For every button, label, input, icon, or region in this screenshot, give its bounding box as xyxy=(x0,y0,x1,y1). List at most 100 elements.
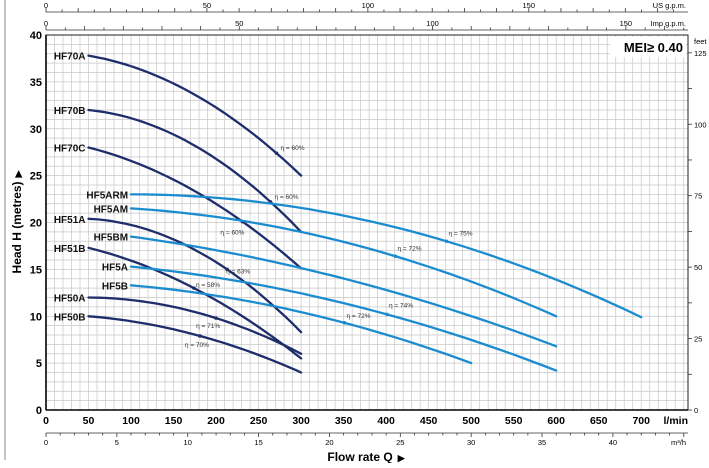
y-tick-label: 5 xyxy=(36,358,42,370)
y-tick-label: 30 xyxy=(30,124,42,136)
feet-tick-label: 25 xyxy=(694,335,702,344)
curve-hf70c xyxy=(87,146,303,270)
x-tick-label: 550 xyxy=(505,415,523,427)
efficiency-marker xyxy=(342,321,347,325)
curves xyxy=(87,54,643,374)
m3h-tick-label: 15 xyxy=(254,438,262,447)
x-tick-label: 300 xyxy=(292,415,310,427)
curve-hf5am xyxy=(129,207,558,318)
curve-label-hf5bm: HF5BM xyxy=(94,233,128,244)
top-axis-tick-label: 100 xyxy=(426,19,439,28)
curve-hf50b xyxy=(87,315,303,374)
efficiency-label: η = 58% xyxy=(196,282,220,289)
x-tick-label: 400 xyxy=(377,415,395,427)
top-axis-tick-label: 100 xyxy=(362,1,375,10)
x-axis-title-text: Flow rate Q xyxy=(327,450,392,463)
m3h-unit: m³/h xyxy=(671,438,686,447)
mei-badge-text: MEI≥ 0.40 xyxy=(624,40,683,55)
top-axis-unit: Imp g.p.m. xyxy=(651,19,686,28)
x-tick-label: 450 xyxy=(420,415,438,427)
curve-label-hf5am: HF5AM xyxy=(94,204,128,215)
efficiency-label: η = 71% xyxy=(196,323,220,330)
y-tick-label: 15 xyxy=(30,264,42,276)
x-tick-label: 200 xyxy=(207,415,225,427)
m3h-tick-label: 20 xyxy=(325,438,333,447)
x-tick-label: 500 xyxy=(462,415,480,427)
efficiency-label: η = 63% xyxy=(226,268,250,275)
y-axis-title: Head H (metres)▶ xyxy=(10,169,24,273)
curve-hf51a xyxy=(87,217,303,334)
feet-tick-label: 100 xyxy=(694,120,707,129)
y-tick-label: 20 xyxy=(30,218,42,230)
top-axis-tick-label: 50 xyxy=(203,1,211,10)
curve-hf50a xyxy=(87,296,303,355)
curve-label-hf51a: HF51A xyxy=(54,215,86,226)
efficiency-label: η = 74% xyxy=(389,302,413,309)
efficiency-marker xyxy=(274,151,279,155)
curve-label-hf70b: HF70B xyxy=(54,106,86,117)
y-axis-title-text: Head H (metres) xyxy=(10,181,24,273)
x-unit-label: l/min xyxy=(663,415,688,427)
m3h-tick-label: 10 xyxy=(184,438,192,447)
top-axis-tick-label: 150 xyxy=(620,19,633,28)
y-tick-label: 25 xyxy=(30,171,42,183)
efficiency-label: η = 72% xyxy=(397,245,421,252)
x-tick-label: 0 xyxy=(43,415,49,427)
y-tick-label: 10 xyxy=(30,311,42,323)
feet-tick-label: 0 xyxy=(694,406,698,415)
efficiency-marker xyxy=(214,316,218,320)
feet-tick-label: 50 xyxy=(694,263,702,272)
curve-hf5arm xyxy=(129,193,643,319)
m3h-tick-label: 35 xyxy=(538,438,546,447)
feet-tick-label: 75 xyxy=(694,192,702,201)
efficiency-label: η = 75% xyxy=(449,230,473,237)
labels: HF70A η = 60% HF70B η = 60% HF70C η = 60% HF51… xyxy=(54,52,473,349)
curve-label-hf5arm: HF5ARM xyxy=(86,190,128,201)
curve-hf70b xyxy=(87,108,303,234)
efficiency-label: η = 72% xyxy=(346,313,370,320)
x-tick-label: 150 xyxy=(165,415,183,427)
m3h-tick-label: 30 xyxy=(467,438,475,447)
x-tick-label: 50 xyxy=(83,415,95,427)
x-tick-label: 250 xyxy=(250,415,268,427)
efficiency-label: η = 60% xyxy=(280,145,304,152)
efficiency-label: η = 70% xyxy=(185,342,209,349)
curve-hf5a xyxy=(129,265,558,372)
curve-label-hf50a: HF50A xyxy=(54,294,86,305)
curve-hf5bm xyxy=(129,235,558,348)
curve-label-hf50b: HF50B xyxy=(54,312,86,323)
efficiency-label: η = 60% xyxy=(220,230,244,237)
top-axis-tick-label: 0 xyxy=(44,1,48,10)
y-tick-label: 0 xyxy=(36,405,42,417)
curve-hf5b xyxy=(129,284,473,365)
m3h-tick-label: 25 xyxy=(396,438,404,447)
x-tick-label: 700 xyxy=(632,415,650,427)
x-tick-label: 350 xyxy=(335,415,353,427)
y-tick-label: 40 xyxy=(30,30,42,42)
m3h-tick-label: 5 xyxy=(115,438,119,447)
efficiency-marker xyxy=(444,239,449,244)
efficiency-marker xyxy=(225,267,229,272)
x-tick-label: 100 xyxy=(122,415,140,427)
curve-label-hf51b: HF51B xyxy=(54,244,86,255)
x-tick-label: 600 xyxy=(547,415,565,427)
top-axis-unit: US g.p.m. xyxy=(653,1,686,10)
curve-label-hf5b: HF5B xyxy=(102,281,128,292)
efficiency-marker xyxy=(198,334,202,338)
top-axis-tick-label: 150 xyxy=(523,1,536,10)
top-axis-tick-label: 0 xyxy=(44,19,48,28)
efficiency-marker xyxy=(385,312,389,317)
curve-label-hf70c: HF70C xyxy=(54,144,86,155)
efficiency-label: η = 60% xyxy=(274,194,298,201)
curve-label-hf5a: HF5A xyxy=(102,263,128,274)
x-axis-title: Flow rate Q ▶ xyxy=(327,450,405,463)
curve-label-hf70a: HF70A xyxy=(54,52,86,63)
curve-hf70a xyxy=(87,54,303,177)
grid xyxy=(46,35,688,410)
m3h-tick-label: 40 xyxy=(609,438,617,447)
efficiency-marker xyxy=(393,254,398,259)
feet-unit: feet xyxy=(694,37,707,46)
y-tick-label: 35 xyxy=(30,77,42,89)
